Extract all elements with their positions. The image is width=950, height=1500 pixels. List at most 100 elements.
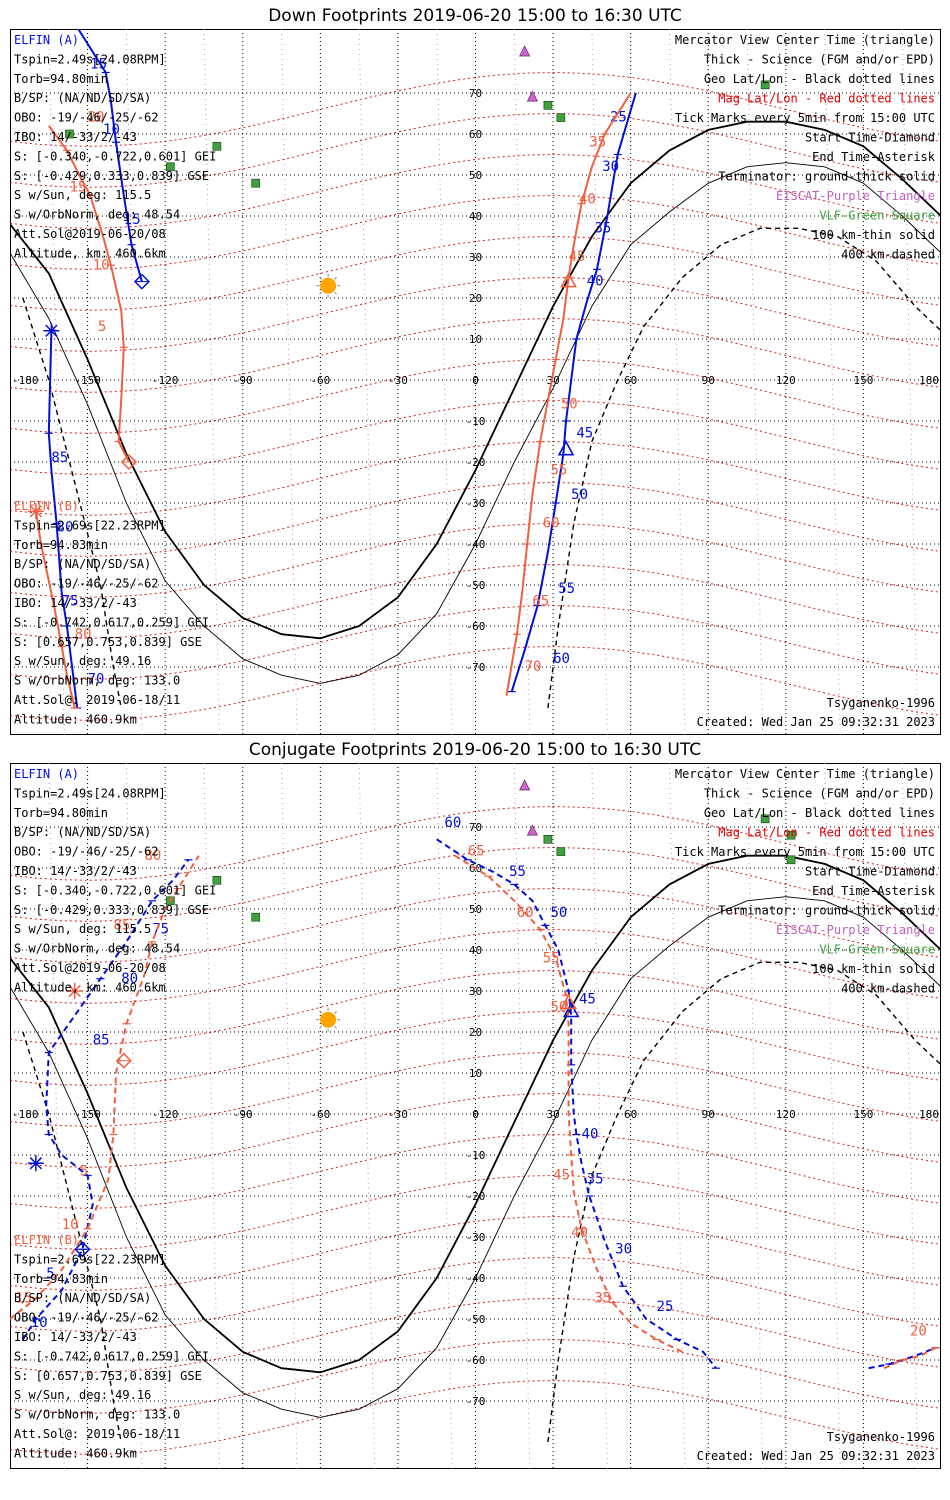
terminator-dashed <box>22 297 122 709</box>
time-tick-label: 50 <box>550 1000 567 1016</box>
time-tick-label: 40 <box>587 274 604 290</box>
info-line: Altitude, km: 460.6km <box>14 980 166 994</box>
legend-entry: End Time-Asterisk <box>812 150 936 164</box>
footprint-track <box>10 855 200 1320</box>
terminator-thick <box>10 854 941 1374</box>
start-diamond <box>133 273 150 290</box>
mag-lat-line <box>10 317 941 393</box>
vlf-station-square <box>251 178 261 188</box>
info-line: S: [-0.742,0.617,0.259] GEI <box>14 615 209 629</box>
y-tick-label: 10 <box>469 1067 482 1080</box>
info-line: OBO: -19/-46/-25/-62 <box>14 845 159 859</box>
legend-entry: 100 km-thin solid <box>812 228 935 242</box>
legend-entry: 100 km-thin solid <box>812 962 935 976</box>
sun-ray <box>319 1010 323 1014</box>
y-tick-label: -20 <box>466 1190 486 1203</box>
mag-lat-line <box>10 358 941 434</box>
info-line: IBO: 14/-33/2/-43 <box>14 596 137 610</box>
info-line: Tspin=2.49s[24.08RPM] <box>14 52 166 66</box>
terminator-thick <box>10 120 941 640</box>
y-tick-label: 50 <box>469 903 482 916</box>
mag-lat-line <box>10 112 941 188</box>
terminator-dashed <box>22 1031 122 1443</box>
info-line: Att.Sol@2019-06-20/08 <box>14 961 166 975</box>
time-tick-label: 85 <box>93 1032 110 1048</box>
x-tick-label: 180 <box>919 374 939 387</box>
legend-entry: Terminator: ground-thick solid <box>718 904 935 918</box>
time-tick-label: 85 <box>51 450 68 466</box>
info-line: Torb=94.80min <box>14 806 108 820</box>
mag-lon-line <box>358 29 376 735</box>
x-tick-label: -30 <box>388 374 408 387</box>
time-tick-label: 10 <box>93 257 110 273</box>
mag-lat-line <box>10 440 941 516</box>
mag-lon-line <box>436 763 453 1469</box>
y-tick-label: -20 <box>466 456 486 469</box>
panel-title: Down Footprints 2019-06-20 15:00 to 16:3… <box>268 6 682 26</box>
mag-lat-line <box>10 153 941 229</box>
x-tick-label: -60 <box>310 374 330 387</box>
sun-icon <box>316 1007 341 1032</box>
mag-lat-line <box>10 481 941 557</box>
mag-lat-line <box>10 887 941 963</box>
end-asterisk <box>66 983 83 999</box>
legend: Mercator View Center Time (triangle) Thic… <box>675 33 936 262</box>
time-tick-label: 65 <box>532 594 549 610</box>
x-tick-label: 120 <box>776 374 796 387</box>
elfin-b-title: ELFIN (B) <box>14 1233 79 1247</box>
eiscat-triangle <box>526 90 538 102</box>
model-label: Tsyganenko-1996 <box>827 696 935 710</box>
info-line: Att.Sol@: 2019-06-18/11 <box>14 693 180 707</box>
y-tick-label: -30 <box>466 1231 486 1244</box>
info-line: Torb=94.83min <box>14 538 108 552</box>
mag-lon-line <box>746 29 764 735</box>
center-time-triangle <box>562 1001 580 1018</box>
footprint-track <box>22 859 190 1341</box>
mag-lat-line <box>10 1174 941 1250</box>
legend-entry: Terminator: ground-thick solid <box>718 170 935 184</box>
sun-ray <box>334 1025 337 1029</box>
created-timestamp: Created: Wed Jan 25 09:32:31 2023 <box>697 715 935 729</box>
sun-ray <box>334 276 337 280</box>
info-line: Att.Sol@: 2019-06-18/11 <box>14 1427 180 1441</box>
info-line: Tspin=2.69s[22.23RPM] <box>14 518 166 532</box>
legend-entry: VLF-Green Square <box>819 943 935 957</box>
info-line: S w/OrbNorm, deg: 48.54 <box>14 942 180 956</box>
mag-lat-line <box>10 1215 941 1291</box>
x-tick-label: 180 <box>919 1108 939 1121</box>
time-tick-label: 55 <box>509 864 526 880</box>
mag-lon-line <box>591 763 608 1469</box>
info-line: IBO: 14/-33/2/-43 <box>14 130 137 144</box>
time-tick-label: 35 <box>594 220 611 236</box>
y-tick-label: 20 <box>469 292 482 305</box>
mag-lat-line <box>10 1092 941 1168</box>
footprint-track <box>868 1346 937 1370</box>
y-tick-label: 0 <box>472 1108 479 1121</box>
time-tick-label: 5 <box>80 1164 88 1180</box>
x-tick-label: -120 <box>152 374 179 387</box>
y-tick-label: 20 <box>469 1026 482 1039</box>
mag-lat-line <box>10 1010 941 1086</box>
time-tick-label: 35 <box>587 1172 604 1188</box>
time-tick-label: 15 <box>90 56 107 72</box>
time-tick-label: 5 <box>98 319 106 335</box>
mag-lon-line <box>668 29 686 735</box>
info-line: S w/Sun, deg: 49.16 <box>14 654 151 668</box>
time-tick-label: 70 <box>525 659 542 675</box>
footprint-track <box>436 838 717 1369</box>
elfin-b-info: ELFIN (B) Tspin=2.69s[22.23RPM] Torb=94.83… <box>14 1233 209 1460</box>
legend-entry: 400 km-dashed <box>841 248 935 262</box>
asterisk-stroke <box>68 984 81 998</box>
x-tick-label: 30 <box>546 374 559 387</box>
time-tick-label: 10 <box>31 1315 48 1331</box>
x-tick-label: -30 <box>388 1108 408 1121</box>
legend-entry: Thick - Science (FGM and/or EPD) <box>704 787 935 801</box>
time-tick-label: 55 <box>558 581 575 597</box>
mag-lon-line <box>436 29 453 735</box>
time-tick-label: 15 <box>124 212 141 228</box>
time-tick-label: 85 <box>113 918 130 934</box>
time-tick-label: 25 <box>610 110 627 126</box>
y-tick-label: 30 <box>469 985 482 998</box>
info-line: B/SP: (NA/ND/SD/SA) <box>14 557 151 571</box>
time-tick-label: 50 <box>550 905 567 921</box>
